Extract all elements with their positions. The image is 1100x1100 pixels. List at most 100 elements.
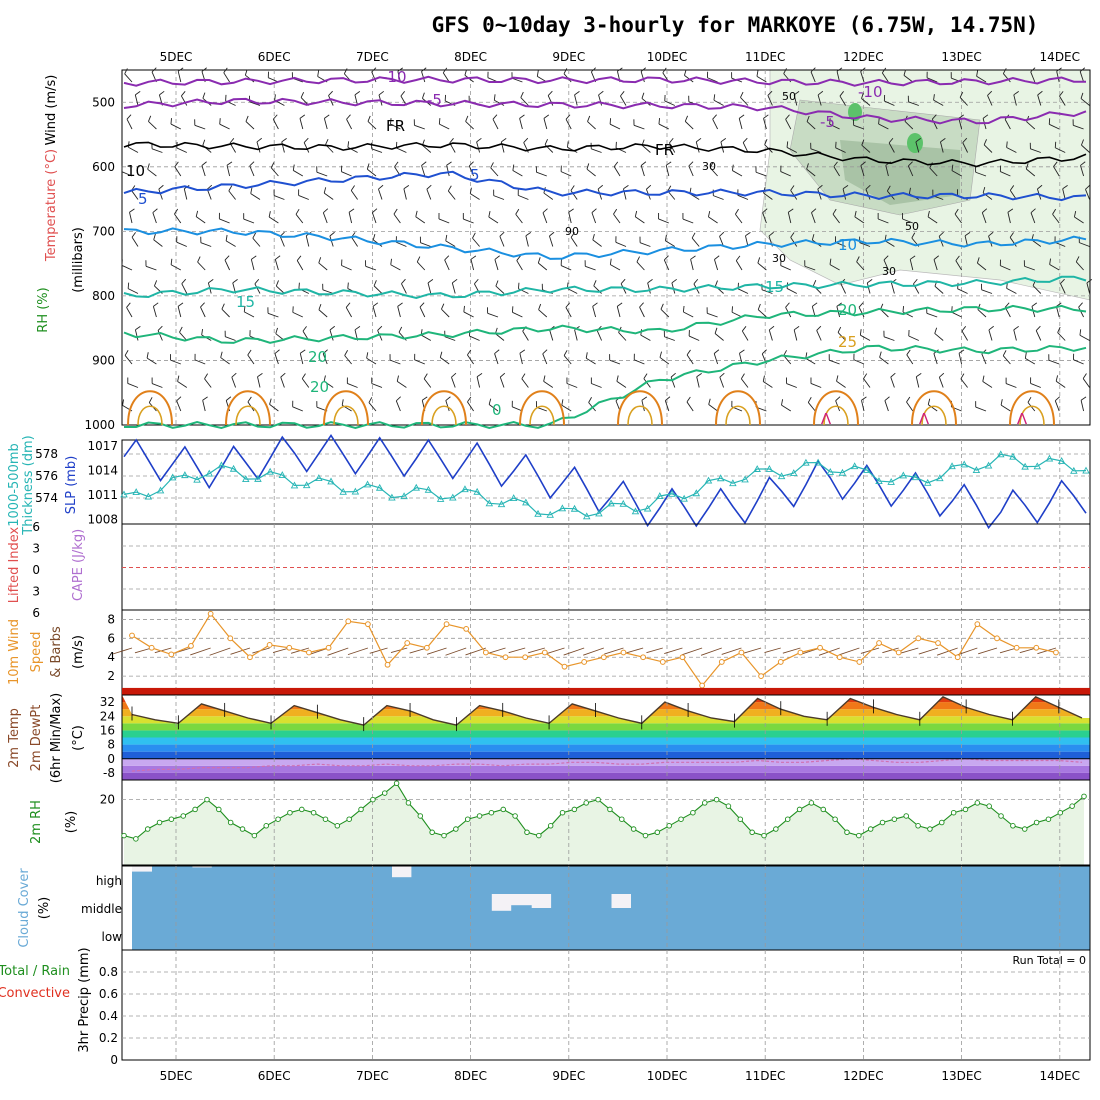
- wind-barb: [127, 288, 139, 294]
- wind-barb: [1000, 404, 1011, 412]
- rh2m-point: [476, 813, 483, 819]
- wind-barb: [1007, 212, 1011, 224]
- precip-total-label: Total / Rain: [0, 964, 70, 979]
- cloud-bar-low: [810, 922, 832, 950]
- wind-barb-feather: [641, 396, 648, 401]
- wind10-speed-point: [404, 640, 411, 646]
- cloud-bar-middle: [611, 908, 632, 922]
- wind-barb: [488, 404, 499, 412]
- wind-barb-feather: [1013, 326, 1019, 331]
- wind-barb: [660, 308, 670, 318]
- wind-barb-feather: [756, 70, 759, 77]
- wind-barb: [1026, 121, 1036, 130]
- wind-barb-feather: [1027, 396, 1032, 403]
- rh2m-point: [939, 819, 945, 826]
- wind-barb-feather: [1004, 302, 1010, 308]
- rh2m-axis-label: 2m RH: [29, 800, 44, 844]
- wind-barb: [840, 283, 847, 294]
- wind10-barb: [134, 647, 152, 654]
- wind-barb: [127, 383, 139, 388]
- wind-barb-feather: [228, 185, 233, 192]
- rh2m-point: [962, 806, 969, 813]
- wind-barb-feather: [783, 68, 787, 74]
- wind-barb: [151, 383, 163, 388]
- wind-barb-feather: [207, 184, 213, 190]
- wind-barb: [832, 213, 840, 224]
- temp-tick-label: 24: [100, 709, 115, 723]
- wind-barb-feather: [201, 67, 207, 72]
- wind10-speed-point: [659, 659, 666, 665]
- precip-tick-label: 0: [110, 1053, 118, 1067]
- wind10-barb: [390, 647, 408, 654]
- wind-barb: [365, 265, 377, 271]
- wind-barb: [640, 334, 651, 341]
- wind-barb-feather: [783, 350, 787, 356]
- wind10m-panel: 8 6 4 2: [107, 609, 1091, 696]
- slp-tick-label: 1011: [87, 488, 118, 502]
- wind-barb-feather: [609, 258, 612, 265]
- wind-barb: [786, 383, 797, 388]
- wind-barb: [148, 121, 157, 130]
- wind10-speed-label: Speed: [29, 632, 44, 673]
- thickness-marker: [607, 499, 615, 507]
- wind-barb: [957, 288, 968, 294]
- wind-barb: [441, 308, 450, 318]
- wind-barb-feather: [390, 258, 392, 265]
- precip-convective-label: Convective: [0, 986, 70, 1001]
- wind10-speed-point: [168, 651, 175, 658]
- wind-barb: [686, 354, 694, 365]
- wind-barb-feather: [810, 67, 816, 73]
- wind-barb: [1075, 261, 1084, 271]
- isotherm-line: [123, 97, 1087, 125]
- cloud-bar-high: [411, 866, 432, 894]
- wind-barb: [245, 121, 255, 130]
- wind-barb: [1086, 282, 1091, 294]
- wind-barb-feather: [1009, 185, 1015, 191]
- wind-barb-feather: [148, 397, 153, 403]
- wind-barb-feather: [469, 187, 472, 194]
- wind-barb-feather: [220, 351, 223, 358]
- wind-barb: [670, 376, 676, 388]
- wind-barb-feather: [1055, 375, 1059, 382]
- cloud-bar-high: [770, 866, 792, 894]
- wind-barb-feather: [126, 302, 131, 308]
- isotherm-label: 5: [138, 190, 148, 208]
- wind10-barb: [839, 647, 860, 656]
- wind-barb: [885, 165, 889, 177]
- wind-barb-feather: [153, 302, 159, 307]
- wind-barb-feather: [124, 68, 128, 75]
- wind-barb-feather: [544, 138, 548, 145]
- cloud-bar-low: [1010, 922, 1031, 950]
- wind-barb-feather: [226, 161, 233, 166]
- wind-barb: [909, 259, 914, 271]
- wind-barb: [613, 166, 621, 177]
- wind-barb-feather: [204, 373, 209, 380]
- wind-barb: [804, 265, 816, 271]
- dewpoint2m-axis-label: 2m DewPt: [29, 705, 44, 772]
- wind-barb: [421, 71, 426, 83]
- wind-barb-feather: [449, 138, 454, 144]
- rh2m-point: [690, 809, 696, 816]
- wind-barb-feather: [219, 118, 221, 125]
- thickness-marker: [217, 461, 226, 469]
- cloud-bar-high: [810, 866, 832, 894]
- isotherm-loop: [617, 390, 663, 426]
- wind-barb: [768, 329, 773, 341]
- wind-barb-feather: [691, 232, 696, 239]
- wind-barb: [440, 357, 450, 365]
- wind-barb-feather: [177, 375, 180, 382]
- date-tick-label: 9DEC: [552, 1069, 585, 1083]
- wind-barb: [542, 212, 548, 224]
- wind-barb-feather: [344, 350, 349, 356]
- thickness-marker: [497, 500, 506, 508]
- wind-barb: [785, 119, 792, 130]
- wind10-barbs-label: & Barbs: [49, 626, 64, 678]
- wind-barb: [134, 94, 139, 106]
- wind10-barb: [860, 647, 880, 654]
- rh2m-point: [204, 796, 210, 803]
- wind-barb: [982, 381, 993, 388]
- wind-barb-feather: [492, 114, 498, 120]
- wind-barb-feather: [682, 305, 685, 313]
- wind10-barb: [409, 647, 428, 654]
- wind-barb: [397, 306, 401, 318]
